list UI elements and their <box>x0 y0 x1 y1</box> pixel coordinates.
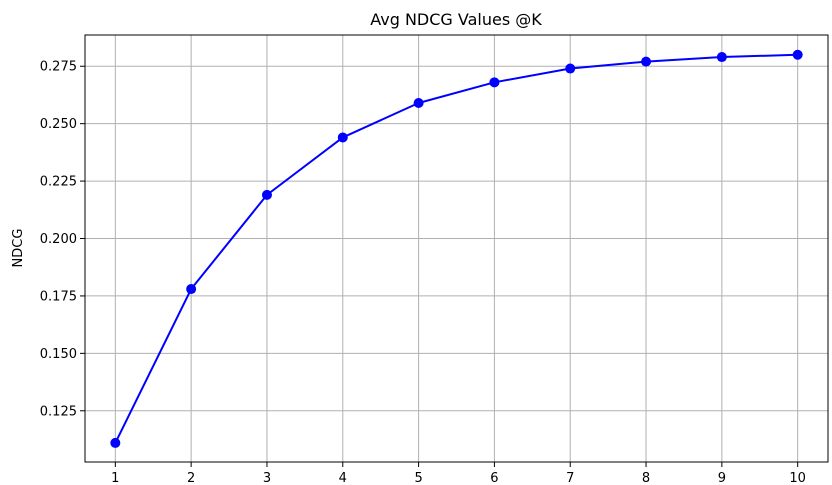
y-tick-label: 0.275 <box>40 60 77 75</box>
grid-layer <box>85 35 828 462</box>
y-tick-label: 0.200 <box>40 232 77 247</box>
y-tick-label: 0.125 <box>40 404 77 419</box>
data-point <box>337 132 348 143</box>
y-tick-label: 0.250 <box>40 117 77 132</box>
x-tick-label: 8 <box>642 471 650 485</box>
x-tick-label: 7 <box>566 471 574 485</box>
chart-title: Avg NDCG Values @K <box>370 10 542 29</box>
data-point <box>110 437 121 448</box>
data-point <box>261 189 272 200</box>
axes-layer <box>84 34 829 463</box>
x-tick-label: 3 <box>263 471 271 485</box>
x-tick-label: 6 <box>490 471 498 485</box>
plot-frame <box>84 34 829 463</box>
y-tick-label: 0.175 <box>40 289 77 304</box>
tick-layer: 1 2 3 4 5 6 7 8 9 10 0.125 0.150 0.175 0.200 0.225 0.25… <box>40 60 806 485</box>
x-tick-label: 9 <box>718 471 726 485</box>
x-tick-label: 2 <box>187 471 195 485</box>
y-axis-label: NDCG <box>11 229 26 268</box>
data-point <box>716 52 727 63</box>
data-point <box>565 63 576 74</box>
data-point <box>641 56 652 67</box>
x-tick-label: 5 <box>414 471 422 485</box>
x-tick-label: 10 <box>789 471 806 485</box>
data-point <box>792 49 803 60</box>
y-tick-label: 0.225 <box>40 175 77 190</box>
data-point <box>489 77 500 88</box>
y-tick-label: 0.150 <box>40 347 77 362</box>
x-tick-label: 4 <box>339 471 347 485</box>
series-line <box>114 53 798 444</box>
data-layer <box>110 49 803 448</box>
data-point <box>413 97 424 108</box>
x-tick-label: 1 <box>111 471 119 485</box>
data-point <box>186 284 197 295</box>
